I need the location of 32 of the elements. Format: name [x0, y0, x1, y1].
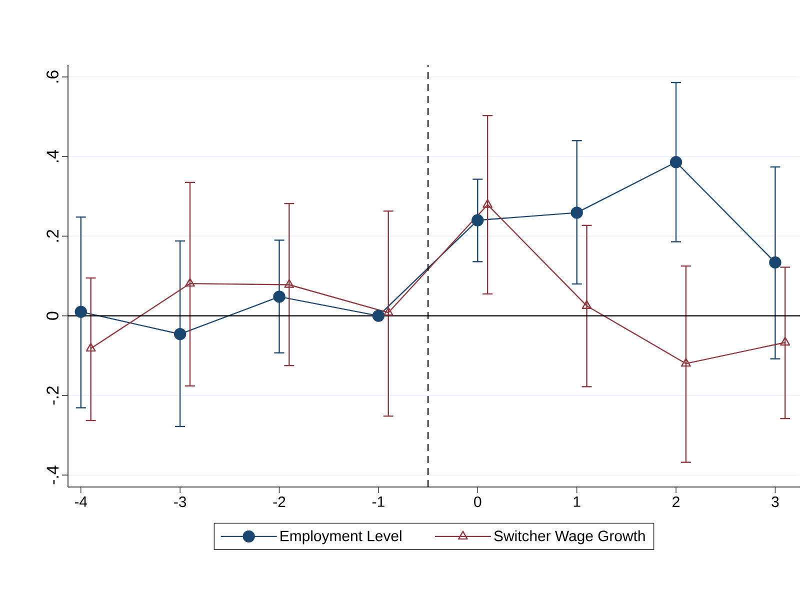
point: [185, 278, 195, 287]
point: [383, 307, 394, 316]
legend-label: Switcher Wage Growth: [494, 530, 645, 544]
legend-label: Employment Level: [280, 530, 402, 544]
point: [681, 358, 691, 367]
point: [482, 199, 492, 208]
x-tick-label: 3: [772, 496, 779, 508]
y-tick-label: .6: [46, 70, 58, 82]
y-tick-label: .2: [46, 230, 58, 242]
point: [769, 256, 782, 269]
x-tick-label: -2: [273, 496, 286, 507]
x-tick-label: -1: [372, 496, 384, 507]
y-tick-label: 0: [46, 312, 58, 320]
x-tick-label: 2: [672, 496, 680, 507]
point: [472, 214, 484, 226]
point: [74, 306, 87, 318]
point: [284, 279, 294, 288]
point: [582, 300, 592, 309]
y-tick-label: .4: [46, 150, 58, 162]
point: [372, 310, 385, 322]
y-tick-label: -.2: [46, 386, 58, 405]
point: [273, 290, 286, 303]
x-tick-label: -3: [174, 496, 186, 508]
point: [670, 156, 682, 168]
x-tick-label: 1: [574, 496, 580, 507]
y-tick-label: -.4: [46, 466, 58, 484]
point: [570, 206, 583, 219]
point: [780, 336, 790, 346]
point: [86, 342, 96, 352]
x-tick-label: 0: [474, 496, 482, 508]
x-tick-label: -4: [74, 496, 88, 507]
point: [174, 328, 186, 340]
